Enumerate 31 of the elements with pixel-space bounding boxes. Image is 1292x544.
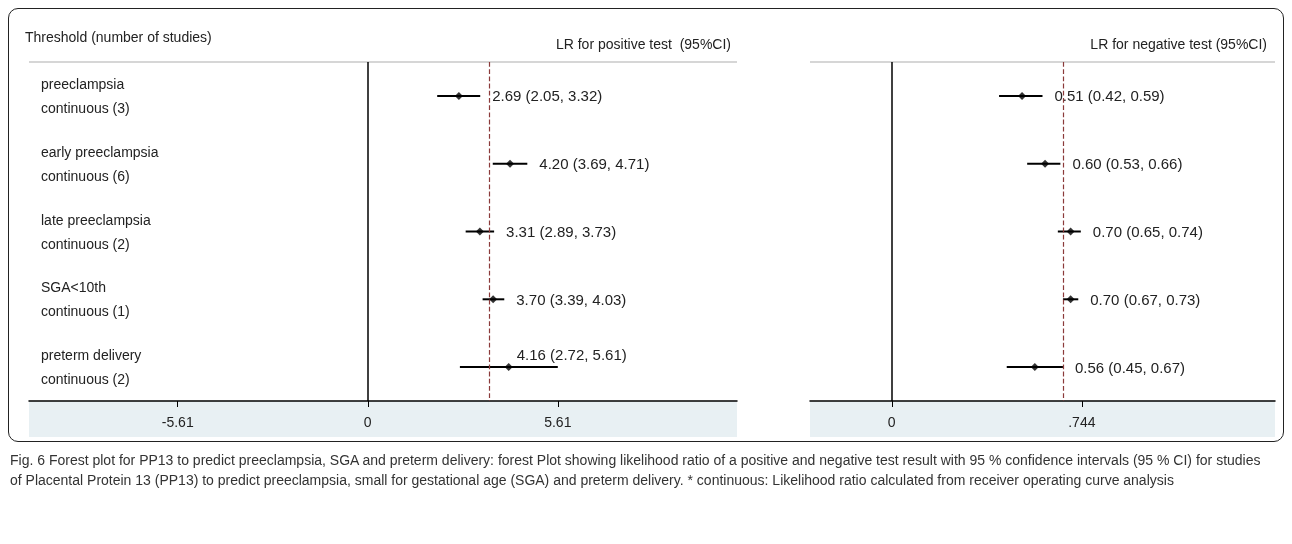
point [506, 159, 515, 168]
point [475, 227, 484, 236]
data-label: 4.16 (2.72, 5.61) [516, 345, 627, 363]
data-label: 4.20 (3.69, 4.71) [539, 155, 650, 173]
data-label: 3.31 (2.89, 3.73) [506, 223, 617, 240]
y-tick-label: late preeclampsia continuous (2) [41, 211, 151, 252]
point [1066, 227, 1075, 236]
data-label: 3.70 (3.39, 4.03) [516, 290, 627, 308]
data-label: 0.70 (0.65, 0.74) [1092, 223, 1203, 240]
data-label: 2.69 (2.05, 3.32) [492, 87, 603, 105]
y-tick-label: preterm delivery continuous (2) [41, 347, 142, 388]
x-tick-label: 5.61 [544, 414, 572, 430]
x-tick-label: 0 [887, 414, 896, 430]
point [504, 363, 513, 372]
y-axis-title: Threshold (number of studies) [25, 29, 212, 45]
x-tick-label: 0 [363, 414, 372, 430]
chart-title: LR for negative test (95%CI) [1090, 36, 1268, 52]
data-label: 0.70 (0.67, 0.73) [1090, 290, 1201, 308]
y-tick-label: early preeclampsia continuous (6) [41, 143, 159, 184]
data-label: 0.56 (0.45, 0.67) [1074, 358, 1186, 376]
data-label: 0.60 (0.53, 0.66) [1072, 155, 1183, 173]
x-tick-label: .744 [1068, 414, 1096, 430]
caption: Fig. 6 Forest plot for PP13 to predict preeclampsia, SGA and preterm delivery: forest Plot showing likelihood ratio of a positive and negative test result with 95 % confidence intervals (95 % CI) for studies of Placental Protein 13 (PP13) to predict preeclampsia, small for gestational age (SGA) and preterm delivery. * continuous: Likelihood ratio calculated from receiver operating curve analysis [10, 451, 1262, 490]
data-label: 0.51 (0.42, 0.59) [1054, 87, 1165, 105]
point [489, 295, 498, 304]
y-tick-label: SGA<10th continuous (1) [41, 279, 130, 320]
chart-title: LR for positive test (95%CI) [555, 36, 731, 52]
x-tick-label: -5.61 [161, 414, 194, 430]
point [1041, 159, 1050, 168]
y-tick-label: preeclampsia continuous (3) [41, 75, 130, 116]
point [1066, 295, 1075, 304]
